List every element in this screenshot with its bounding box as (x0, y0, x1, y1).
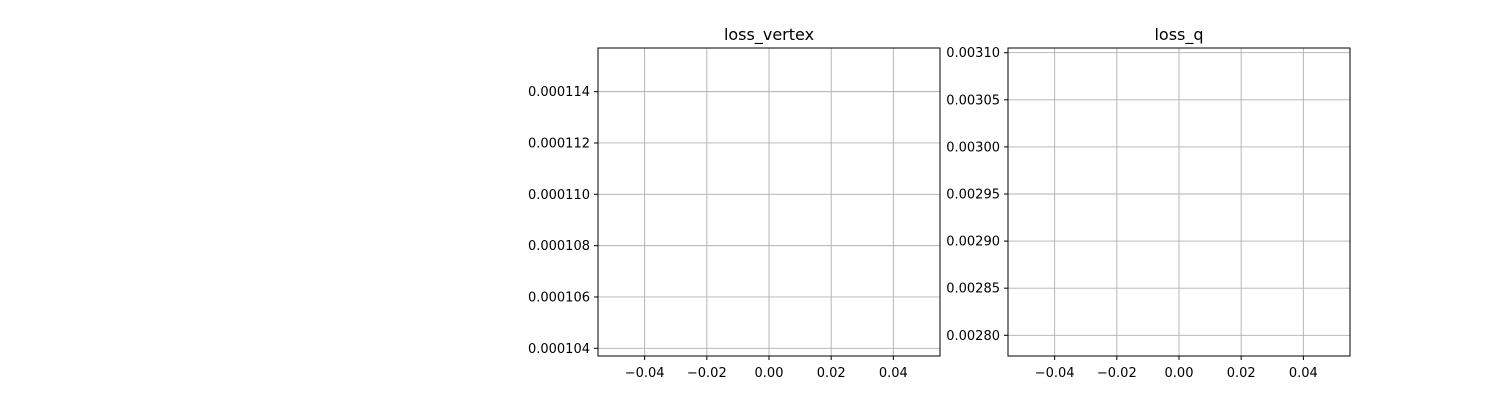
y-tick-label: 0.00295 (946, 187, 1000, 202)
x-tick-labels: −0.04 −0.02 0.00 0.02 0.04 (625, 366, 908, 381)
grid-lines (1008, 48, 1350, 356)
subplot-loss-vertex: −0.04 −0.02 0.00 0.02 0.04 0.0001040.0001060… (528, 25, 941, 381)
y-tick-label: 0.00280 (946, 329, 1000, 344)
x-tick-labels: −0.04 −0.02 0.00 0.02 0.04 (1035, 366, 1318, 381)
x-tick-label: 0.04 (1289, 366, 1318, 381)
grid-lines (598, 48, 940, 356)
y-tick-labels: 0.000104 0.000106 0.000108 0.000110 0.000112… (528, 85, 590, 357)
tick-marks (1004, 52, 1304, 360)
y-tick-label: 0.00285 (946, 282, 1000, 297)
chart-title: loss_vertex (724, 25, 814, 45)
x-tick-label: −0.02 (1097, 366, 1137, 381)
y-tick-label: 0.000104 (528, 342, 590, 357)
x-tick-label: −0.04 (625, 366, 665, 381)
y-tick-label: 0.00310 (946, 46, 1000, 61)
y-tick-label: 0.00290 (946, 235, 1000, 250)
x-tick-label: 0.02 (817, 366, 846, 381)
y-tick-label: 0.000110 (528, 188, 590, 203)
y-tick-label: 0.00305 (946, 93, 1000, 108)
x-tick-label: 0.02 (1227, 366, 1256, 381)
tick-marks (594, 91, 894, 360)
x-tick-label: 0.00 (1165, 366, 1194, 381)
x-tick-label: 0.04 (879, 366, 908, 381)
y-tick-label: 0.000106 (528, 290, 590, 305)
y-tick-label: 0.00300 (946, 140, 1000, 155)
y-tick-labels: 0.00280 0.00285 0.00290 0.00295 0.00300 0.003… (946, 46, 1000, 344)
x-tick-label: 0.00 (755, 366, 784, 381)
y-tick-label: 0.000112 (528, 136, 590, 151)
x-tick-label: −0.02 (687, 366, 727, 381)
subplot-loss-q: −0.04 −0.02 0.00 0.02 0.04 0.002800.002850.0… (946, 25, 1351, 381)
y-tick-label: 0.000108 (528, 239, 590, 254)
x-tick-label: −0.04 (1035, 366, 1075, 381)
y-tick-label: 0.000114 (528, 85, 590, 100)
chart-title: loss_q (1154, 25, 1203, 45)
